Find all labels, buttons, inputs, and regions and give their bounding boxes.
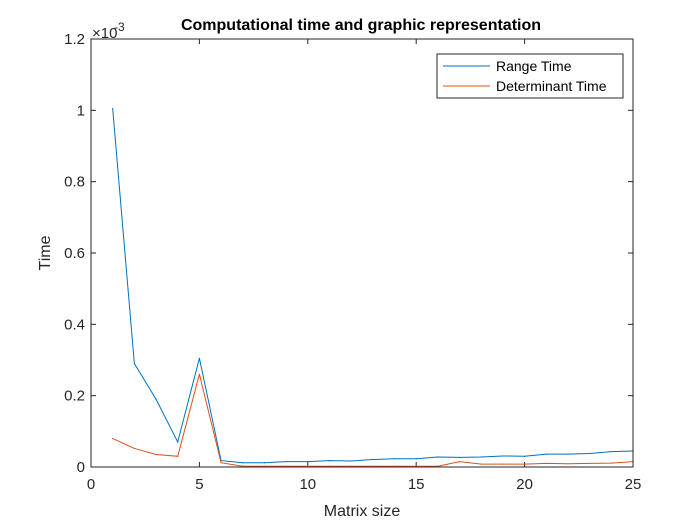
y-axis-label: Time: [37, 235, 54, 270]
data-point-determinant-time: [133, 447, 135, 450]
data-point-determinant-time: [112, 437, 114, 440]
data-point-determinant-time: [610, 462, 612, 464]
legend-label-determinant-time: Determinant Time: [496, 78, 607, 94]
data-point-range-time: [458, 456, 461, 458]
y-axis-exponent: ×10 -3: [92, 20, 125, 42]
data-point-determinant-time: [524, 463, 526, 465]
x-tick-label: 15: [408, 476, 425, 493]
data-point-range-time: [567, 453, 569, 455]
x-tick-label: 20: [516, 476, 533, 493]
x-tick-label: 5: [195, 476, 203, 493]
data-point-range-time: [242, 462, 244, 464]
data-point-range-time: [198, 357, 200, 359]
y-tick-label: 0.8: [64, 174, 85, 191]
series-line-determinant-time: [112, 374, 634, 467]
data-point-range-time: [263, 462, 266, 464]
data-point-determinant-time: [458, 461, 461, 463]
series-line-range-time: [112, 108, 634, 464]
y-tick-label: 0: [77, 459, 85, 476]
data-point-range-time: [589, 452, 591, 455]
legend-label-range-time: Range Time: [496, 58, 572, 74]
data-point-range-time: [437, 456, 439, 458]
chart-title: Computational time and graphic represent…: [181, 17, 541, 34]
data-point-range-time: [133, 362, 135, 365]
data-point-range-time: [393, 458, 396, 460]
data-point-determinant-time: [480, 463, 482, 465]
x-tick-label: 25: [625, 476, 642, 493]
axes-box: [90, 38, 634, 468]
data-point-range-time: [307, 461, 309, 463]
data-point-range-time: [350, 460, 352, 462]
data-point-range-time: [155, 398, 157, 400]
y-exponent-base: ×10: [92, 25, 117, 42]
data-point-range-time: [285, 461, 287, 463]
data-point-determinant-time: [198, 373, 200, 375]
y-tick-label: 0.6: [64, 245, 85, 262]
y-exponent-power: -3: [114, 20, 125, 34]
data-point-range-time: [545, 453, 547, 455]
y-tick-label: 1: [77, 102, 85, 119]
tick-layer: 0 5 10 15 20 25 0 0.2 0.4 0.6 0.8 1 1.2: [64, 31, 641, 493]
data-point-determinant-time: [177, 455, 179, 457]
data-point-range-time: [480, 456, 482, 458]
legend-box: [436, 53, 624, 99]
data-point-determinant-time: [567, 463, 569, 465]
data-point-range-time: [372, 458, 374, 461]
data-point-range-time: [415, 458, 417, 460]
series-layer: [112, 107, 634, 467]
legend: Range Time Determinant Time: [436, 53, 624, 99]
data-point-range-time: [177, 441, 179, 443]
y-tick-label: 1.2: [64, 31, 85, 48]
data-point-determinant-time: [545, 462, 547, 465]
data-point-range-time: [610, 451, 612, 453]
y-tick-label: 0.4: [64, 316, 85, 333]
data-point-determinant-time: [220, 462, 222, 464]
y-tick-label: 0.2: [64, 388, 85, 405]
x-tick-label: 0: [87, 476, 95, 493]
data-point-range-time: [502, 455, 504, 457]
data-point-range-time: [112, 107, 114, 110]
x-tick-label: 10: [299, 476, 316, 493]
data-point-range-time: [328, 459, 331, 462]
data-point-determinant-time: [502, 463, 504, 465]
data-point-determinant-time: [589, 462, 591, 465]
data-point-determinant-time: [155, 453, 157, 456]
x-axis-label: Matrix size: [324, 503, 401, 520]
data-point-range-time: [524, 455, 526, 457]
